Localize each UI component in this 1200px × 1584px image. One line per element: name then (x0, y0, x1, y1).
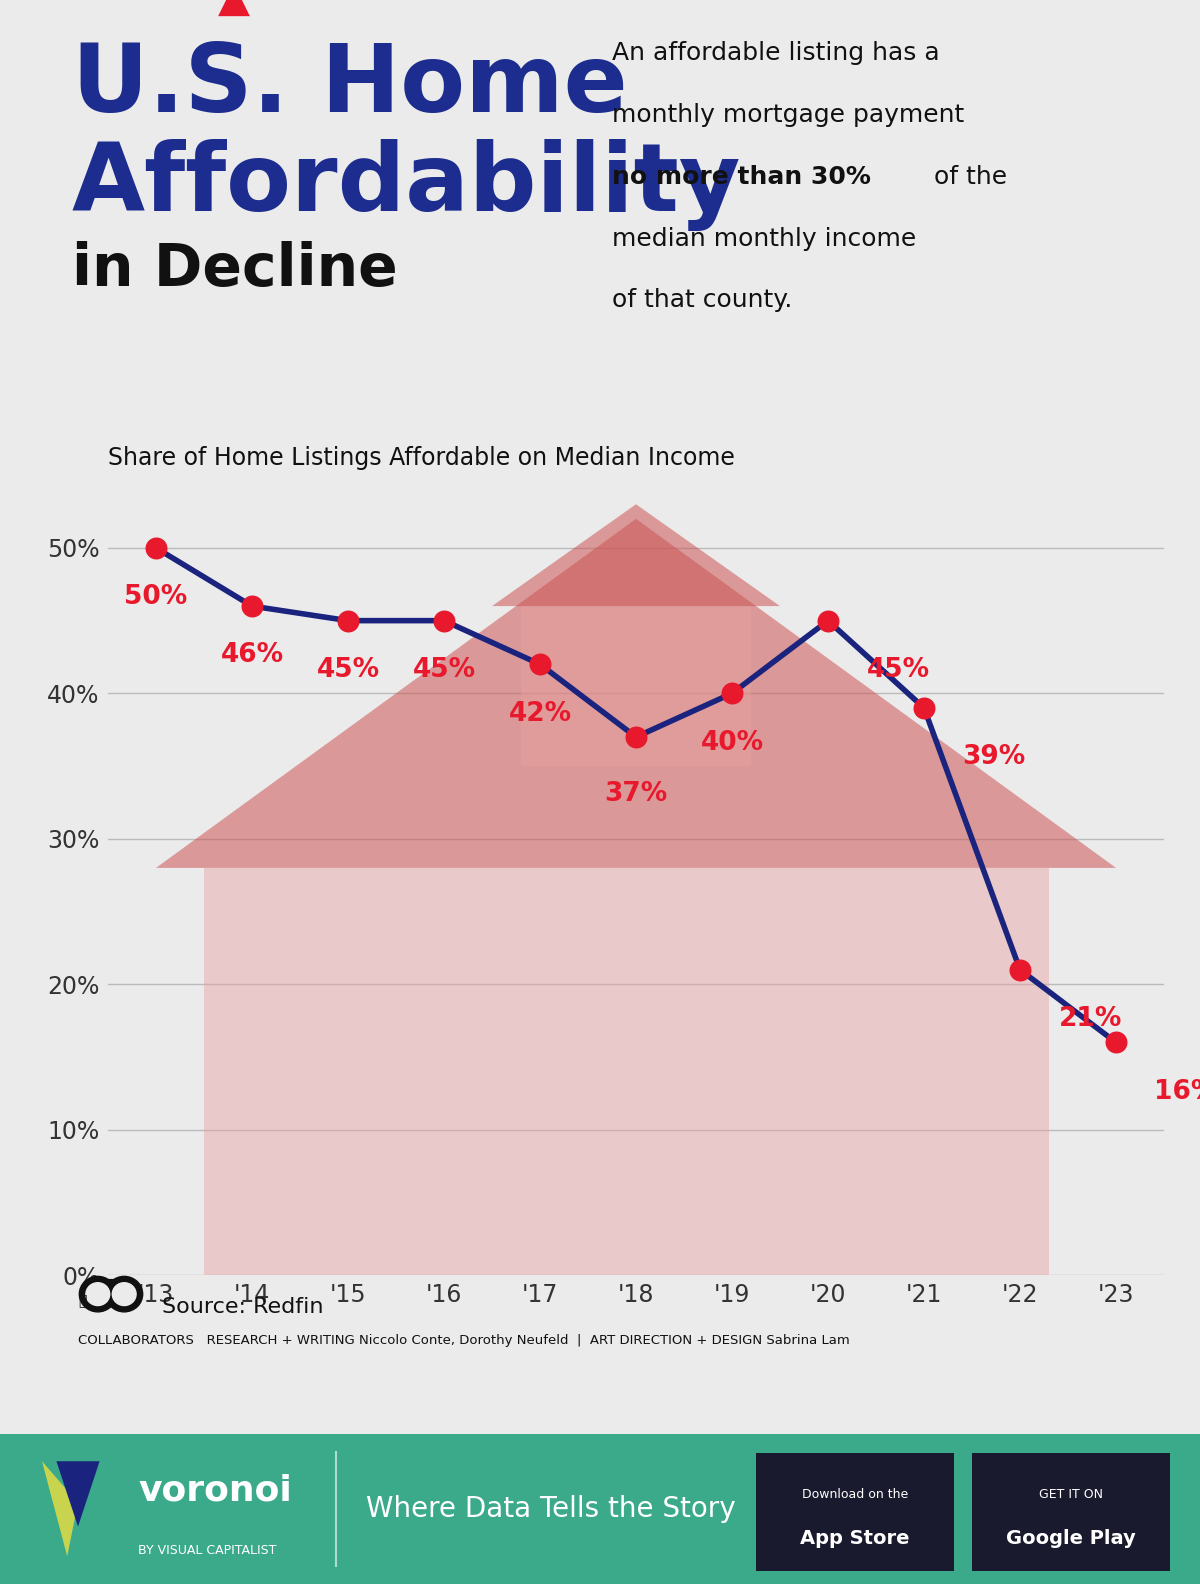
Point (722, 681, 742, 706)
Point (338, 608, 358, 634)
Circle shape (79, 1277, 116, 1312)
Text: ▲: ▲ (218, 0, 250, 21)
Text: U.S. Home: U.S. Home (72, 40, 628, 131)
Point (1010, 957, 1030, 982)
Point (1106, 1030, 1126, 1055)
Circle shape (86, 1283, 109, 1305)
Text: 45%: 45% (317, 657, 379, 683)
Text: 👁: 👁 (78, 1294, 86, 1308)
Text: GET IT ON: GET IT ON (1039, 1487, 1103, 1500)
Text: of that county.: of that county. (612, 288, 792, 312)
Text: Share of Home Listings Affordable on Median Income: Share of Home Listings Affordable on Med… (108, 447, 734, 470)
Text: no more than 30%: no more than 30% (612, 165, 871, 188)
Text: 46%: 46% (221, 643, 283, 668)
Polygon shape (521, 607, 751, 767)
Text: 21%: 21% (1058, 1006, 1122, 1033)
Text: 16%: 16% (1154, 1079, 1200, 1104)
Point (242, 594, 262, 619)
Polygon shape (204, 868, 1049, 1275)
Point (530, 651, 550, 676)
Text: median monthly income: median monthly income (612, 227, 917, 250)
Point (434, 608, 454, 634)
Point (914, 695, 934, 721)
Text: 50%: 50% (125, 584, 187, 610)
Text: of the: of the (926, 165, 1008, 188)
Text: Download on the: Download on the (802, 1487, 908, 1500)
Text: 42%: 42% (509, 700, 571, 727)
Text: 40%: 40% (701, 730, 763, 756)
Polygon shape (156, 520, 1116, 868)
Point (146, 535, 166, 561)
Point (818, 608, 838, 634)
Text: Affordability: Affordability (72, 139, 742, 231)
Circle shape (113, 1283, 136, 1305)
Polygon shape (56, 1460, 100, 1527)
Text: Source: Redfin: Source: Redfin (162, 1297, 324, 1318)
Text: in Decline: in Decline (72, 241, 397, 298)
Text: 39%: 39% (962, 744, 1026, 770)
Polygon shape (42, 1460, 78, 1555)
Text: 45%: 45% (413, 657, 475, 683)
Text: 37%: 37% (605, 781, 667, 806)
Text: COLLABORATORS   RESEARCH + WRITING Niccolo Conte, Dorothy Neufeld  |  ART DIRECT: COLLABORATORS RESEARCH + WRITING Niccolo… (78, 1334, 850, 1346)
Text: monthly mortgage payment: monthly mortgage payment (612, 103, 965, 127)
Text: 45%: 45% (866, 657, 930, 683)
Text: Where Data Tells the Story: Where Data Tells the Story (366, 1495, 736, 1522)
Text: App Store: App Store (800, 1529, 910, 1548)
Polygon shape (492, 504, 780, 607)
Text: BY VISUAL CAPITALIST: BY VISUAL CAPITALIST (138, 1544, 276, 1557)
Point (626, 724, 646, 749)
Polygon shape (78, 1460, 114, 1555)
Text: Google Play: Google Play (1006, 1529, 1136, 1548)
Text: An affordable listing has a: An affordable listing has a (612, 41, 940, 65)
Text: voronoi: voronoi (138, 1473, 292, 1508)
Circle shape (106, 1277, 143, 1312)
